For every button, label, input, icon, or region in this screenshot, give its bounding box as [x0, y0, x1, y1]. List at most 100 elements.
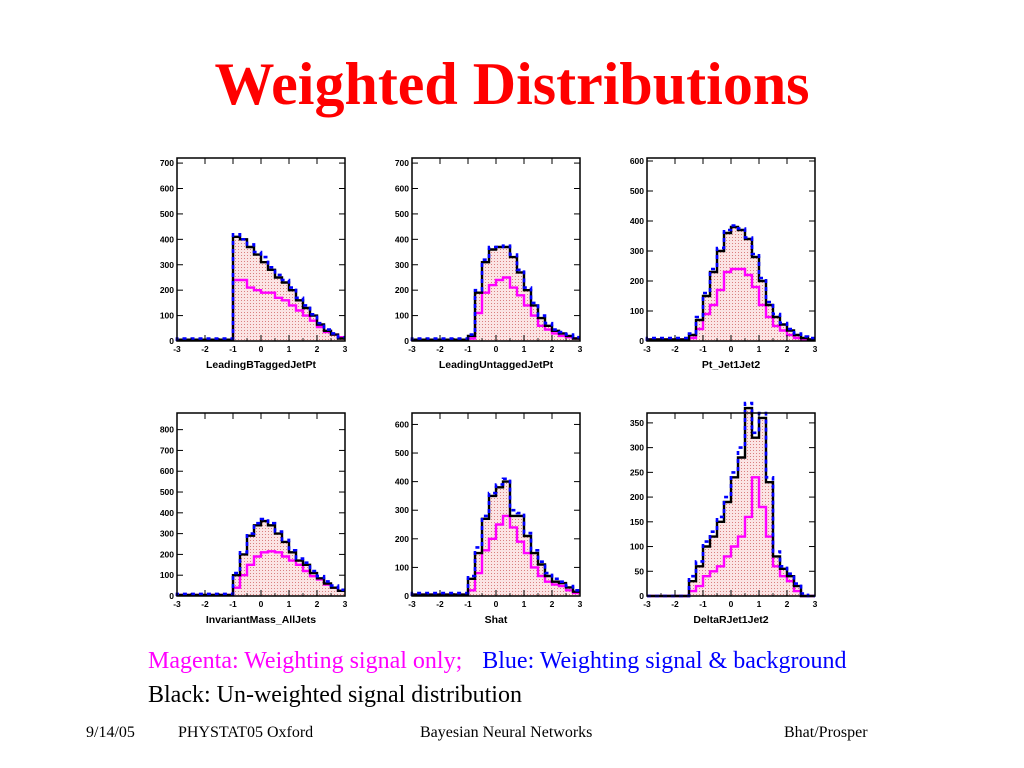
y-tick-label: 100: [160, 570, 174, 580]
y-tick-label: 50: [635, 566, 645, 576]
histogram-leading-untagged-jet-pt: 0 100 200 300 400 500 600 700 -3 -2 -1 0 1 2 3 LeadingU…: [395, 157, 583, 371]
legend-magenta: Magenta: Weighting signal only;: [148, 648, 463, 674]
histogram-leading-b-tagged-jet-pt: 0 100 200 300 400 500 600 700 -3 -2 -1 0 1 2 3 LeadingB…: [160, 157, 348, 371]
y-tick-label: 500: [160, 487, 174, 497]
x-tick-label: -2: [436, 599, 444, 609]
x-tick-label: 0: [259, 599, 264, 609]
y-tick-label: 400: [160, 508, 174, 518]
y-tick-label: 300: [630, 443, 644, 453]
y-tick-label: 400: [395, 477, 409, 487]
legend-line-1: Magenta: Weighting signal only; Blue: We…: [148, 646, 847, 676]
y-tick-label: 500: [395, 209, 409, 219]
y-tick-label: 300: [160, 260, 174, 270]
y-tick-label: 600: [160, 184, 174, 194]
x-axis-title: Pt_Jet1Jet2: [702, 359, 761, 371]
x-tick-label: 2: [785, 344, 790, 354]
y-tick-label: 100: [160, 311, 174, 321]
y-tick-label: 0: [404, 591, 409, 601]
footer-date: 9/14/05: [86, 724, 135, 741]
y-tick-label: 600: [160, 466, 174, 476]
y-tick-label: 300: [630, 246, 644, 256]
x-tick-label: 2: [550, 344, 555, 354]
x-tick-label: -2: [436, 344, 444, 354]
x-tick-label: -3: [643, 599, 651, 609]
x-tick-label: 2: [785, 599, 790, 609]
y-tick-label: 500: [160, 209, 174, 219]
x-tick-label: 0: [494, 344, 499, 354]
series-blue: [410, 477, 580, 596]
x-tick-label: 0: [729, 344, 734, 354]
x-tick-label: 1: [757, 344, 762, 354]
x-tick-label: -1: [699, 344, 707, 354]
y-tick-label: 0: [169, 591, 174, 601]
footer-authors: Bhat/Prosper: [784, 724, 868, 741]
x-tick-label: -2: [671, 344, 679, 354]
y-tick-label: 250: [630, 467, 644, 477]
y-tick-label: 150: [630, 517, 644, 527]
x-tick-label: 3: [578, 344, 583, 354]
x-axis-title: LeadingBTaggedJetPt: [206, 359, 317, 371]
x-tick-label: 2: [315, 344, 320, 354]
x-tick-label: -3: [173, 599, 181, 609]
x-axis-title: Shat: [485, 614, 508, 626]
x-axis-title: InvariantMass_AllJets: [206, 614, 316, 626]
y-tick-label: 200: [395, 534, 409, 544]
x-tick-label: 2: [550, 599, 555, 609]
x-tick-label: 3: [813, 344, 818, 354]
y-tick-label: 100: [395, 562, 409, 572]
series-blue: [645, 224, 815, 341]
histogram-pt-jet1-jet2: 0 100 200 300 400 500 600 -3 -2 -1 0 1 2 3 Pt_Jet1Jet2: [630, 156, 818, 371]
x-tick-label: -1: [229, 599, 237, 609]
y-tick-label: 100: [630, 306, 644, 316]
slide-title: Weighted Distributions: [214, 51, 810, 117]
x-tick-label: -1: [464, 599, 472, 609]
y-tick-label: 600: [395, 184, 409, 194]
y-tick-label: 400: [160, 234, 174, 244]
y-tick-label: 400: [630, 216, 644, 226]
x-tick-label: 3: [343, 599, 348, 609]
x-tick-label: -2: [201, 599, 209, 609]
x-tick-label: 3: [343, 344, 348, 354]
x-tick-label: -1: [699, 599, 707, 609]
y-tick-label: 600: [395, 419, 409, 429]
x-tick-label: -3: [643, 344, 651, 354]
x-tick-label: 0: [494, 599, 499, 609]
y-tick-label: 350: [630, 418, 644, 428]
y-tick-label: 0: [639, 591, 644, 601]
x-tick-label: 1: [522, 344, 527, 354]
legend-blue: Blue: Weighting signal & background: [482, 648, 847, 674]
x-axis-title: LeadingUntaggedJetPt: [439, 359, 554, 371]
legend-black: Black: Un-weighted signal distribution: [148, 682, 522, 708]
footer-topic: Bayesian Neural Networks: [420, 724, 593, 741]
x-tick-label: -1: [464, 344, 472, 354]
series-blue: [175, 517, 345, 596]
series-blue: [175, 233, 345, 341]
x-tick-label: 1: [287, 344, 292, 354]
x-tick-label: 1: [522, 599, 527, 609]
x-tick-label: 2: [315, 599, 320, 609]
x-tick-label: -3: [408, 599, 416, 609]
y-tick-label: 200: [160, 285, 174, 295]
y-tick-label: 400: [395, 234, 409, 244]
y-tick-label: 200: [395, 285, 409, 295]
x-tick-label: 1: [757, 599, 762, 609]
unweighted-fill: [177, 521, 345, 596]
y-tick-label: 200: [630, 276, 644, 286]
x-axis-title: DeltaRJet1Jet2: [693, 614, 768, 626]
x-tick-label: 1: [287, 599, 292, 609]
y-tick-label: 500: [630, 186, 644, 196]
x-tick-label: 3: [813, 599, 818, 609]
x-tick-label: -2: [671, 599, 679, 609]
y-tick-label: 700: [160, 158, 174, 168]
y-tick-label: 0: [404, 336, 409, 346]
y-tick-label: 300: [395, 260, 409, 270]
y-tick-label: 500: [395, 448, 409, 458]
x-tick-label: -3: [173, 344, 181, 354]
y-tick-label: 800: [160, 425, 174, 435]
y-tick-label: 100: [395, 311, 409, 321]
series-blue: [410, 244, 580, 341]
x-tick-label: -3: [408, 344, 416, 354]
histogram-delta-r-jet1-jet2: 0 50 100 150 200 250 300 350 -3 -2 -1 0 1 2 3 DeltaRJet…: [630, 401, 818, 626]
histogram-invariant-mass-all-jets: 0 100 200 300 400 500 600 700 800 -3 -2 -1 0 1 2 3 Invar…: [160, 412, 348, 626]
y-tick-label: 300: [395, 505, 409, 515]
